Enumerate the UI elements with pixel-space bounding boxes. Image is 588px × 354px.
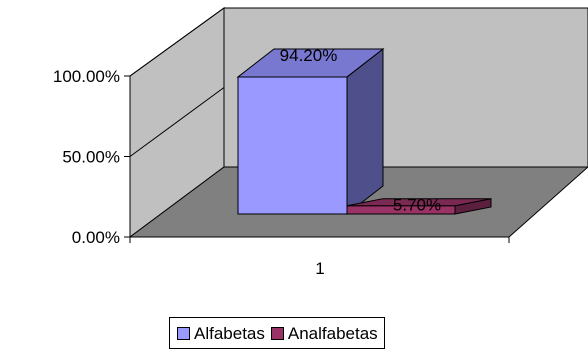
data-label-alfabetas: 94.20% [280,46,338,65]
legend-item-alfabetas: Alfabetas [177,325,265,342]
bar-top-face [346,198,492,207]
data-label-analfabetas: 5.70% [393,196,441,215]
bar-front-face [237,76,348,215]
y-axis: 0.00% 50.00% 100.00% [53,7,510,247]
x-tick-label: 1 [315,259,324,278]
legend: Alfabetas Analfabetas [169,317,385,349]
bar-analfabetas [346,198,492,215]
y-gridline-diagonal [129,7,225,77]
legend-swatch-analfabetas [270,326,284,340]
legend-item-analfabetas: Analfabetas [270,323,378,343]
bar-top-face [236,48,385,78]
legend-label-analfabetas: Analfabetas [287,323,378,343]
data-labels: 94.20% 5.70% [280,46,441,215]
bar-side-face [346,47,384,216]
y-tick-label: 100.00% [53,67,120,86]
legend-swatch-alfabetas [177,326,190,340]
y-gridline-diagonal [129,87,225,157]
legend-label-alfabetas: Alfabetas [194,323,265,343]
bars [236,47,492,216]
y-tick-label: 50.00% [62,148,120,167]
y-tick-label: 0.00% [72,228,120,247]
bar-alfabetas [236,47,385,216]
